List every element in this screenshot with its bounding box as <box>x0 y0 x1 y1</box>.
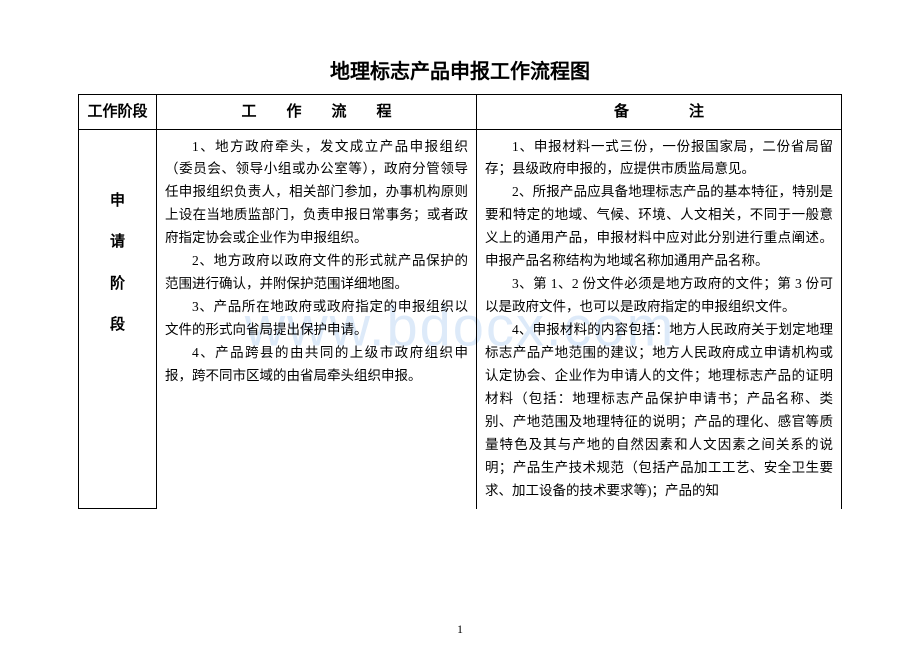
document-title: 地理标志产品申报工作流程图 <box>78 55 842 84</box>
process-item: 4、产品跨县的由共同的上级市政府组织申报，跨不同市区域的由省局牵头组织申报。 <box>165 342 468 388</box>
process-item: 3、产品所在地政府或政府指定的申报组织以文件的形式向省局提出保护申请。 <box>165 296 468 342</box>
process-item: 1、地方政府牵头，发文成立产品申报组织（委员会、领导小组或办公室等），政府分管领… <box>165 136 468 251</box>
note-cell: 1、申报材料一式三份，一份报国家局，二份省局留存；县级政府申报的，应提供市质监局… <box>477 129 842 509</box>
table-row: 申 请 阶 段 1、地方政府牵头，发文成立产品申报组织（委员会、领导小组或办公室… <box>79 129 842 509</box>
stage-char: 阶 <box>79 271 156 297</box>
document-content: 地理标志产品申报工作流程图 工作阶段 工 作 流 程 备 注 申 请 阶 段 <box>78 55 842 509</box>
note-item: 4、申报材料的内容包括：地方人民政府关于划定地理标志产品产地范围的建议；地方人民… <box>485 319 833 503</box>
header-process: 工 作 流 程 <box>157 95 477 130</box>
workflow-table: 工作阶段 工 作 流 程 备 注 申 请 阶 段 1、地方政府牵头，发文成立产品… <box>78 94 842 509</box>
stage-char: 请 <box>79 229 156 255</box>
note-item: 3、第 1、2 份文件必须是地方政府的文件；第 3 份可以是政府文件，也可以是政… <box>485 273 833 319</box>
process-cell: 1、地方政府牵头，发文成立产品申报组织（委员会、领导小组或办公室等），政府分管领… <box>157 129 477 509</box>
header-note: 备 注 <box>477 95 842 130</box>
header-stage: 工作阶段 <box>79 95 157 130</box>
process-item: 2、地方政府以政府文件的形式就产品保护的范围进行确认，并附保护范围详细地图。 <box>165 250 468 296</box>
note-item: 2、所报产品应具备地理标志产品的基本特征，特别是要和特定的地域、气候、环境、人文… <box>485 181 833 273</box>
stage-cell: 申 请 阶 段 <box>79 129 157 509</box>
table-header-row: 工作阶段 工 作 流 程 备 注 <box>79 95 842 130</box>
note-item: 1、申报材料一式三份，一份报国家局，二份省局留存；县级政府申报的，应提供市质监局… <box>485 136 833 182</box>
stage-char: 段 <box>79 312 156 338</box>
stage-char: 申 <box>79 188 156 214</box>
page-number: 1 <box>457 622 463 637</box>
